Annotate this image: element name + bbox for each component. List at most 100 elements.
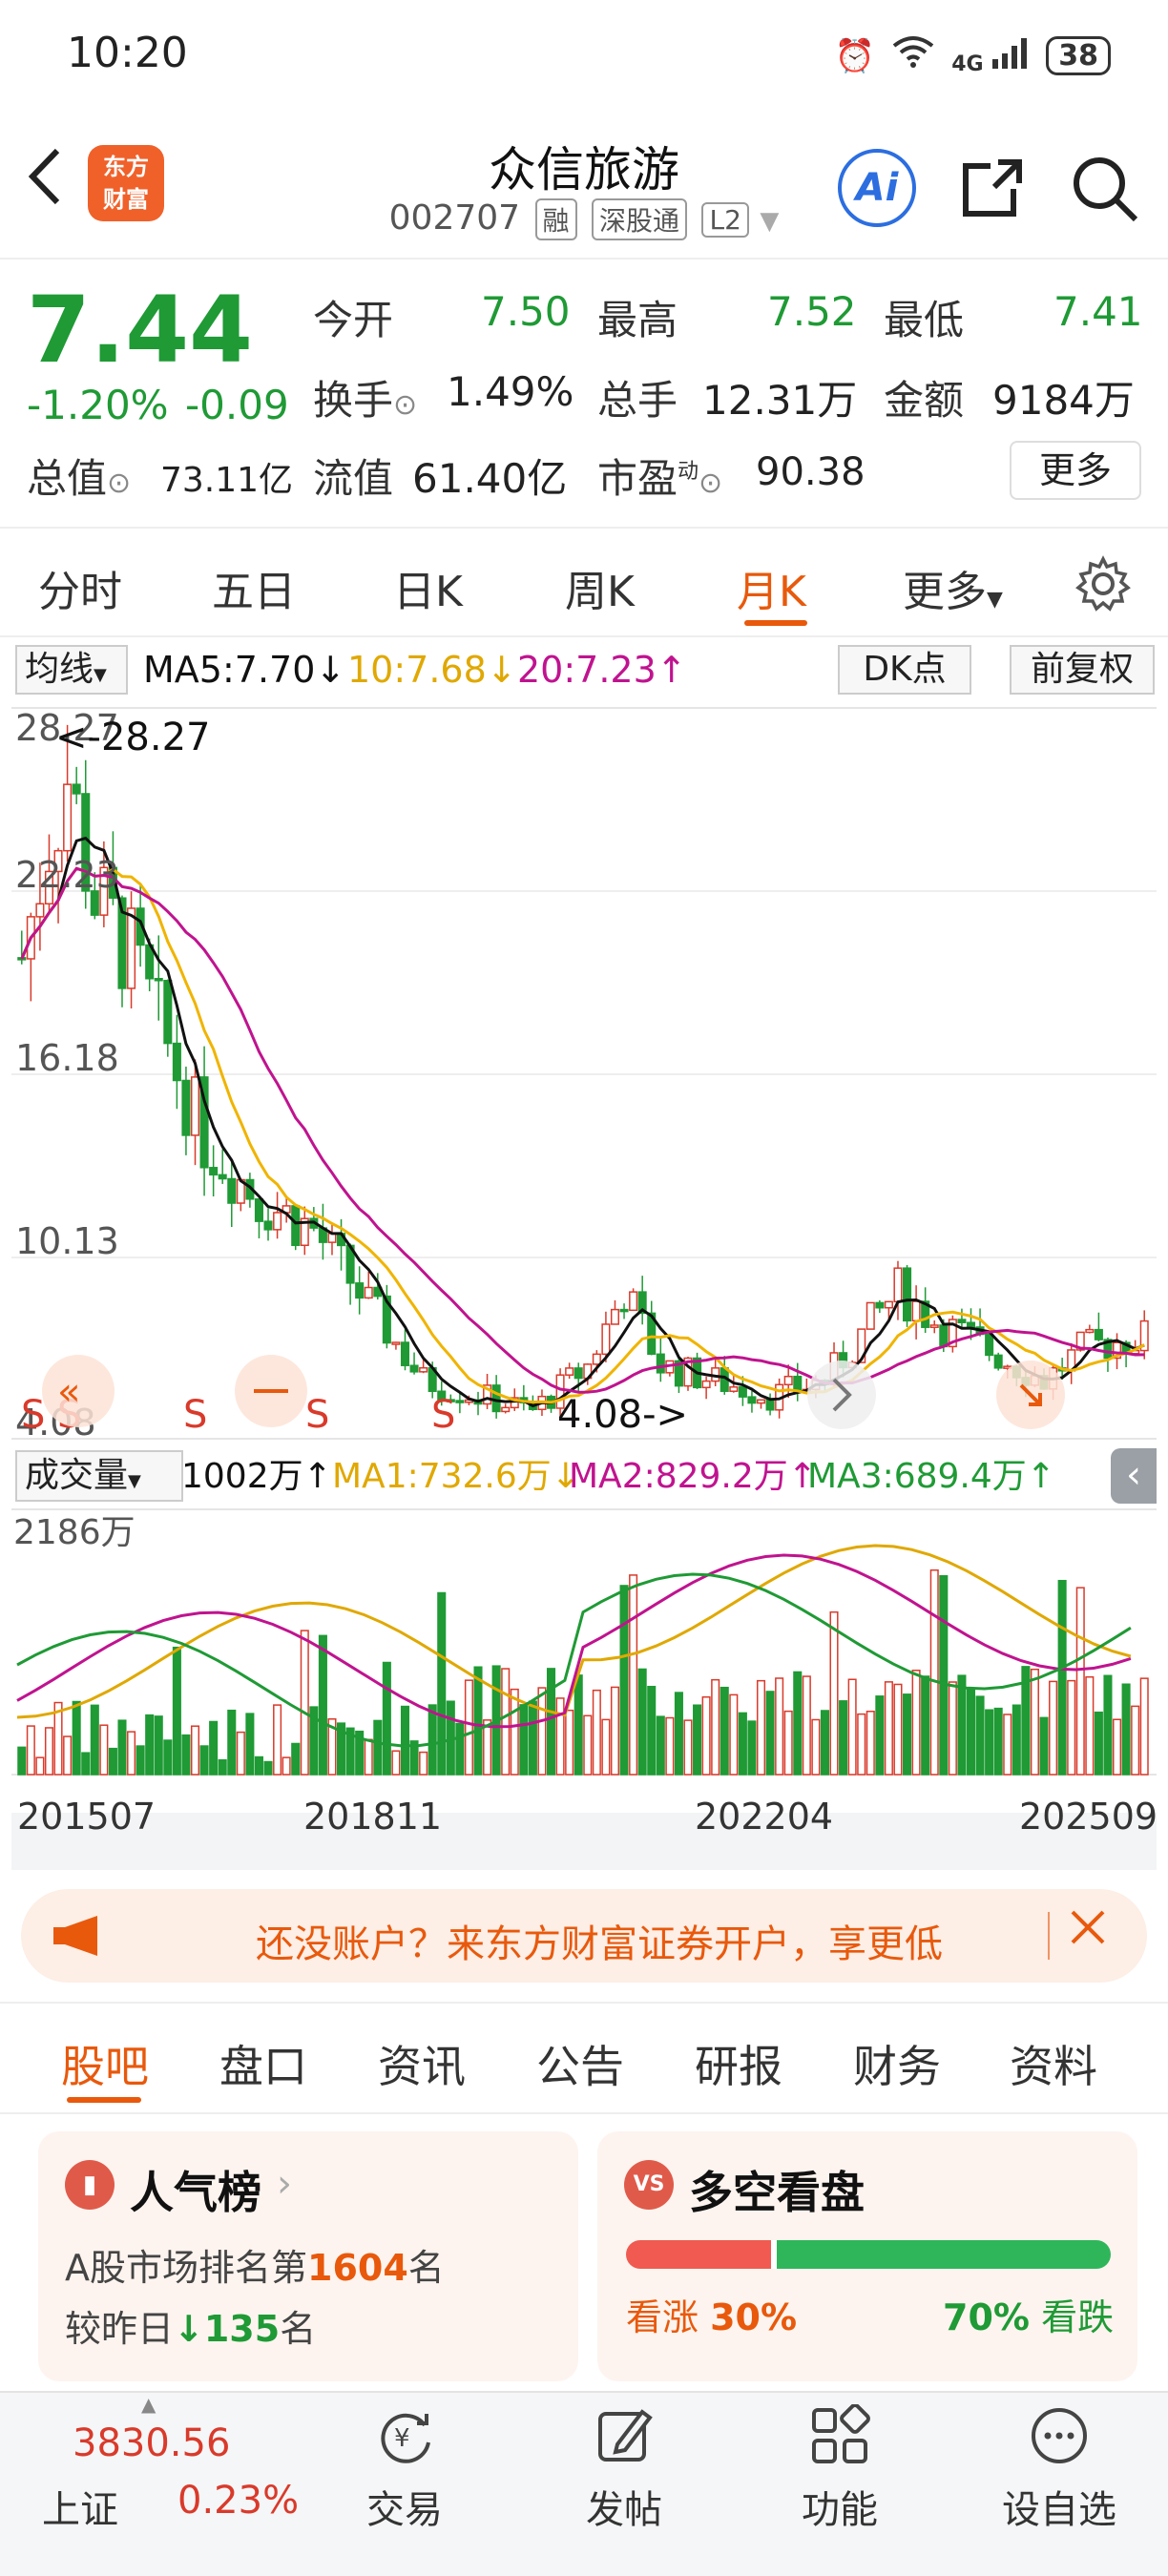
candle-body [629,1291,638,1312]
bottom-nav [0,2391,1168,2576]
collapse-panel-button[interactable]: ‹ [1111,1448,1157,1504]
app-logo[interactable]: 东方 财富 [88,145,164,221]
tab-weekly-k[interactable]: 周K [565,568,635,616]
ai-button[interactable]: Ai [838,149,916,227]
more-quote-button[interactable]: 更多 [1010,441,1141,500]
search-button[interactable] [1067,151,1143,227]
candle-body [893,1267,903,1303]
tab-daily-k[interactable]: 日K [393,568,463,616]
adjust-button[interactable]: 前复权 [1010,645,1155,695]
index-name[interactable]: 上证 [42,2488,118,2532]
volume-bar [665,1716,675,1776]
alarm-icon: ⏰ [834,36,876,75]
tab-monthly-k[interactable]: 月K [737,568,806,616]
volume-selector[interactable]: 成交量▼ [15,1450,183,1502]
tab-orderbook[interactable]: 盘口 [219,2041,307,2092]
nav-trade[interactable]: ¥ 交易 [328,2404,481,2534]
price-tick: 16.18 [15,1037,119,1079]
volume-bar [756,1679,766,1776]
zoom-out-button[interactable] [235,1355,307,1427]
candle-body [574,1367,583,1380]
tab-forum[interactable]: 股吧 [61,2041,149,2092]
dk-point-button[interactable]: DK点 [838,645,971,695]
info-icon[interactable]: ⊙ [107,467,132,500]
volume-ma3: MA3:689.4万↑ [807,1457,1055,1496]
info-icon[interactable]: ⊙ [699,467,723,500]
tab-research[interactable]: 研报 [695,2041,782,2092]
pe-label: 市盈动⊙ [597,447,722,505]
volume-bar [939,1574,949,1776]
index-change[interactable]: 0.23% [177,2479,300,2523]
nav-post[interactable]: 发帖 [548,2404,700,2534]
arrow-down-right-icon [1019,1383,1042,1406]
ma-selector-label: 均线 [25,650,94,689]
volume-bar [647,1685,657,1776]
volume-bar [720,1686,729,1776]
change-amount: -0.09 [185,382,289,428]
nav-add-watchlist[interactable]: 设自选 [983,2404,1136,2534]
jump-latest-button[interactable] [996,1361,1065,1429]
tab-five-day[interactable]: 五日 [212,568,296,616]
share-button[interactable] [954,151,1031,227]
next-button[interactable] [807,1361,876,1429]
volume-bar [309,1706,319,1776]
nav-functions[interactable]: 功能 [763,2403,916,2534]
volume-bar [985,1709,994,1776]
chart-settings-button[interactable] [1074,555,1132,616]
candle-body [911,1300,921,1322]
candle-body [199,1076,209,1169]
tab-financials[interactable]: 财务 [853,2041,941,2092]
banner-close-button[interactable] [1067,1906,1109,1960]
tag-connect: 深股通 [592,198,688,240]
pe-value: 90.38 [756,450,866,494]
volume-bar [1103,1674,1113,1776]
volume-bar [327,1718,337,1776]
candle-body [921,1300,930,1328]
tab-intraday[interactable]: 分时 [38,568,122,616]
popularity-card[interactable] [38,2131,578,2381]
volume-bar [1085,1675,1095,1776]
volume-bar [929,1568,939,1776]
volume-bar [829,1610,839,1776]
gear-icon [1075,555,1131,612]
candle-body [903,1267,912,1322]
ma-selector[interactable]: 均线▼ [15,645,128,695]
volume-ma-line [16,1553,1132,1729]
stock-code-row[interactable]: 002707 融 深股通 L2 ▼ [0,198,1168,240]
scroll-left-button[interactable]: « [42,1355,115,1427]
back-button[interactable] [21,143,78,219]
volume-bar [747,1720,757,1776]
ma5-value: MA5:7.70↓ [143,649,346,691]
divider [0,2002,1168,2004]
open-value: 7.50 [481,288,571,335]
volume-bar [35,1756,45,1776]
tab-announcements[interactable]: 公告 [536,2041,624,2092]
tab-more-label: 更多 [903,568,987,616]
index-value[interactable]: 3830.56 [73,2421,231,2465]
tab-more[interactable]: 更多▼ [903,557,1003,618]
candle-body [117,897,127,989]
kline-chart[interactable]: 28.27 22.23 16.18 10.13 4.08 <-28.27 4.0… [11,706,1157,1870]
volume-bar [783,1710,793,1776]
open-account-banner[interactable] [21,1889,1147,1983]
bull-label-text: 看涨 [626,2296,699,2338]
volume-bar [501,1668,511,1776]
volume-bar [300,1630,309,1776]
info-icon[interactable]: ⊙ [393,388,418,422]
max-price-label: <-28.27 [55,716,210,759]
volume-bar [1094,1711,1103,1776]
chevron-left-icon [28,148,60,205]
volume-bar [99,1724,109,1776]
bull-pct: 30% [710,2296,798,2338]
bull-label: 看涨 30% [626,2288,797,2340]
banner-text[interactable]: 还没账户？来东方财富证券开户，享更低 [256,1922,943,1966]
volume-bar [145,1714,155,1776]
candle-body [1139,1319,1149,1352]
tab-profile[interactable]: 资料 [1010,2041,1097,2092]
candle-body [729,1386,739,1392]
x-axis-label: 202204 [695,1796,834,1838]
mktcap-label-text: 总值 [27,455,108,502]
volume-bar [1057,1579,1067,1776]
volume-bar [400,1705,410,1776]
tab-news[interactable]: 资讯 [378,2041,466,2092]
